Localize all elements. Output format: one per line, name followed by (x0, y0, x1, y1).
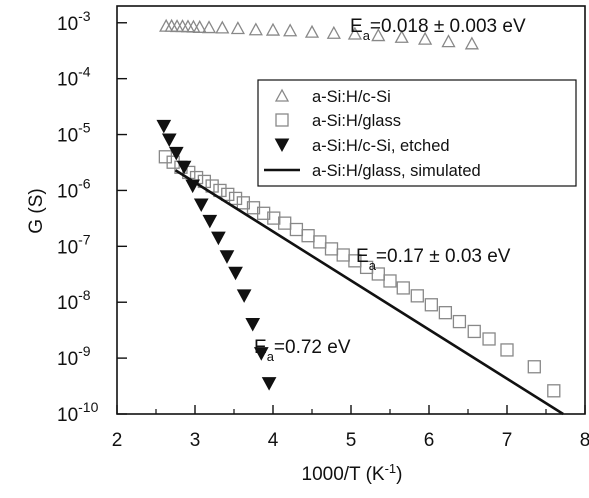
data-point (441, 34, 456, 48)
data-point (228, 266, 243, 281)
x-tick-label: 6 (424, 430, 435, 451)
data-point (202, 214, 218, 229)
legend-item: a-Si:H/glass (275, 112, 401, 130)
y-tick-label: 10-8 (57, 287, 91, 314)
y-axis-ticks: 10-3 10-4 10-5 10-6 10-7 10-8 10-9 10-10 (57, 8, 127, 426)
legend-marker (274, 138, 290, 153)
legend-marker (275, 113, 289, 127)
data-point (228, 191, 243, 206)
data-point (221, 187, 235, 202)
x-tick-label: 5 (346, 430, 357, 451)
data-point (326, 25, 341, 39)
data-point (289, 222, 304, 237)
svg-text:Ea=0.17 ± 0.03 eV: Ea=0.17 ± 0.03 eV (356, 246, 511, 273)
legend-label: a-Si:H/c-Si, etched (312, 137, 450, 155)
data-point (211, 231, 226, 246)
data-point (418, 31, 433, 45)
legend-label: a-Si:H/glass (312, 112, 401, 130)
annotation-ea-middle: Ea=0.17 ± 0.03 eV (356, 246, 511, 273)
data-point (256, 206, 271, 220)
series-layer (156, 18, 564, 416)
legend-item: a-Si:H/glass, simulated (264, 162, 481, 180)
legend-label: a-Si:H/glass, simulated (312, 162, 481, 180)
data-point (394, 29, 409, 43)
data-point (253, 347, 269, 361)
data-point (236, 196, 251, 210)
data-point (278, 216, 292, 230)
y-tick-label: 10-3 (57, 8, 91, 35)
data-point (261, 377, 277, 391)
x-tick-label: 3 (190, 430, 201, 451)
y-tick-label: 10-7 (57, 231, 91, 258)
series-3 (174, 169, 564, 416)
annotation-ea-top: Ea=0.018 ± 0.003 eV (350, 16, 526, 43)
x-tick-label: 7 (502, 430, 513, 451)
data-point (452, 314, 467, 329)
data-point (248, 22, 263, 36)
svg-text:Ea=0.018 ± 0.003 eV: Ea=0.018 ± 0.003 eV (350, 16, 526, 43)
data-point (193, 198, 209, 212)
data-point (213, 183, 227, 198)
data-point (424, 298, 438, 312)
data-point (161, 133, 177, 148)
y-axis-label: G (S) (26, 188, 47, 233)
data-point (219, 250, 235, 264)
data-point (396, 281, 410, 295)
x-tick-label: 2 (112, 430, 123, 451)
data-point (336, 248, 350, 262)
plot-frame (116, 5, 586, 415)
data-point (500, 343, 514, 357)
series-2 (156, 119, 277, 391)
data-point (192, 19, 207, 33)
data-point (265, 22, 281, 36)
y-tick-label: 10-9 (57, 343, 91, 370)
data-point (230, 21, 245, 35)
x-tick-label: 4 (268, 430, 279, 451)
data-point (464, 36, 479, 50)
legend-item: a-Si:H/c-Si (274, 88, 391, 106)
data-point (547, 384, 561, 398)
data-point (438, 306, 453, 320)
data-point (215, 20, 230, 34)
data-point (201, 20, 217, 34)
svg-text:Ea=0.72 eV: Ea=0.72 eV (254, 337, 351, 364)
legend-marker (274, 88, 290, 102)
series-0 (159, 18, 479, 50)
data-point (283, 23, 298, 37)
data-point (383, 274, 397, 288)
data-point (301, 229, 315, 243)
data-point (267, 211, 281, 225)
data-point (168, 146, 184, 161)
data-point (313, 235, 327, 249)
data-point (324, 242, 339, 256)
legend: a-Si:H/c-Si a-Si:H/glass a-Si:H/c-Si, etch… (257, 79, 577, 187)
data-point (527, 360, 541, 374)
data-point (467, 324, 481, 339)
y-tick-label: 10-4 (57, 64, 91, 91)
data-point (245, 317, 261, 332)
y-tick-label: 10-5 (57, 120, 91, 147)
legend-box (257, 79, 577, 187)
data-point (347, 26, 362, 40)
legend-item: a-Si:H/c-Si, etched (274, 137, 450, 155)
data-point (156, 119, 172, 134)
annotation-ea-bottom: Ea=0.72 eV (254, 337, 351, 364)
y-tick-label: 10-6 (57, 175, 91, 202)
data-point (176, 160, 192, 175)
data-point (482, 332, 496, 346)
y-tick-label: 10-10 (57, 399, 99, 426)
legend-label: a-Si:H/c-Si (312, 88, 391, 106)
x-axis-ticks: 2 3 4 5 6 7 8 (112, 405, 589, 451)
data-point (304, 24, 320, 38)
series-1 (158, 150, 561, 398)
data-point (236, 289, 252, 303)
data-point (410, 289, 424, 303)
data-point (371, 267, 385, 281)
series-line-simulated (174, 169, 564, 416)
data-point (371, 28, 386, 42)
x-axis-label: 1000/T (K-1) (302, 461, 403, 486)
x-tick-label: 8 (580, 430, 589, 451)
